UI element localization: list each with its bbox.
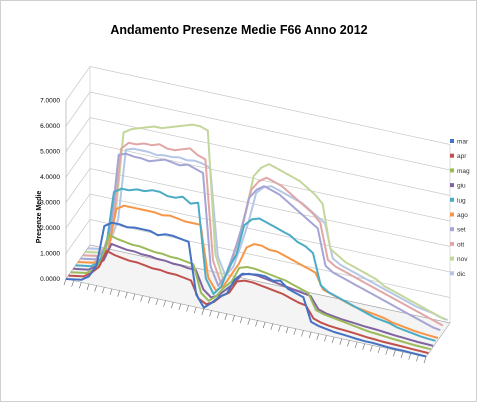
x-tick [339,338,343,345]
x-tick [293,328,297,335]
series-line-nov [85,123,446,321]
series-line-lug [75,187,436,342]
gridline [65,91,451,171]
x-tick [324,335,327,342]
x-tick [385,348,388,355]
y-axis-ticks: 0.0000 1.0000 2.0000 3.0000 4.0000 5.0000 6.00… [40,98,60,284]
series-line-mar [65,221,427,358]
x-tick [270,323,274,330]
x-tick [155,298,159,306]
legend-swatch-set [450,227,454,232]
x-tick [216,312,220,319]
legend-swatch-giu [450,183,454,188]
x-tick [239,317,243,324]
x-tick [109,288,113,296]
series-line-apr [68,249,429,355]
legend-label-nov: nov [457,256,468,263]
y-tick-label: 0.0000 [40,276,60,283]
x-tick [278,325,281,332]
x-tick [163,300,166,307]
x-tick [285,327,289,334]
legend-label-lug: lug [457,197,466,204]
x-tick [201,308,205,315]
x-tick [255,320,258,327]
x-tick [186,305,189,312]
x-tick [377,346,381,354]
x-tick [408,353,411,360]
x-tick [102,287,105,294]
y-axis-label: Presenze Medie [36,191,43,244]
x-tick [124,292,128,299]
series-lines [65,123,448,358]
y-tick-label: 3.0000 [40,200,60,207]
x-tick [362,343,366,350]
y-tick-label: 4.0000 [40,174,60,181]
x-tick [262,322,266,329]
x-tick [170,302,174,309]
series-line-mag [70,233,432,351]
x-tick [416,355,419,362]
gridline [65,117,451,196]
legend-label-set: set [457,227,466,234]
legend-label-mar: mar [457,139,469,146]
legend-label-ago: ago [457,212,468,219]
y-tick-label: 2.0000 [40,225,60,232]
x-tick [308,332,312,339]
x-axis-ticks [63,278,427,364]
x-tick [71,280,74,287]
legend-swatch-ago [450,212,454,217]
x-tick [117,290,120,297]
floor [65,244,451,358]
series-line-ago [77,204,439,339]
x-tick [178,303,182,310]
legend-label-apr: apr [457,153,467,160]
legend-label-dic: dic [457,271,466,278]
x-tick [316,333,320,340]
legend-swatch-apr [450,153,454,158]
legend-label-mag: mag [457,168,470,175]
x-tick [354,341,358,349]
x-tick [232,315,235,322]
series-line-set [80,152,441,332]
legend-swatch-dic [450,271,454,276]
chart-walls [65,66,451,358]
y-tick-label: 7.0000 [40,98,60,105]
x-tick [94,285,97,292]
x-tick [423,356,427,364]
y-tick-label: 6.0000 [40,123,60,130]
legend-swatch-lug [450,197,454,202]
x-tick [79,282,82,289]
x-tick [224,313,228,320]
y-tick-label: 1.0000 [40,251,60,258]
series-line-dic [87,147,448,321]
x-tick [132,293,136,301]
series-line-ott [82,141,444,327]
x-tick [400,351,404,359]
x-tick [86,283,90,291]
legend: mar apr mag giu lug ago set ott nov dic [450,139,470,278]
x-tick [331,336,335,344]
legend-label-ott: ott [457,241,464,248]
chart-title: Andamento Presenze Medie F66 Anno 2012 [110,23,367,37]
x-tick [247,318,251,325]
legend-swatch-nov [450,256,454,261]
x-tick [193,307,197,314]
legend-label-giu: giu [457,183,466,190]
legend-swatch-mar [450,139,454,143]
x-tick [347,340,350,347]
gridline [65,168,451,247]
y-tick-label: 5.0000 [40,149,60,156]
x-tick [370,345,373,352]
x-tick [301,330,304,337]
x-tick [147,297,151,304]
x-tick [63,278,67,286]
x-tick [393,350,396,357]
legend-swatch-mag [450,168,454,173]
x-tick [209,310,212,317]
legend-swatch-ott [450,241,454,246]
x-tick [140,295,143,302]
